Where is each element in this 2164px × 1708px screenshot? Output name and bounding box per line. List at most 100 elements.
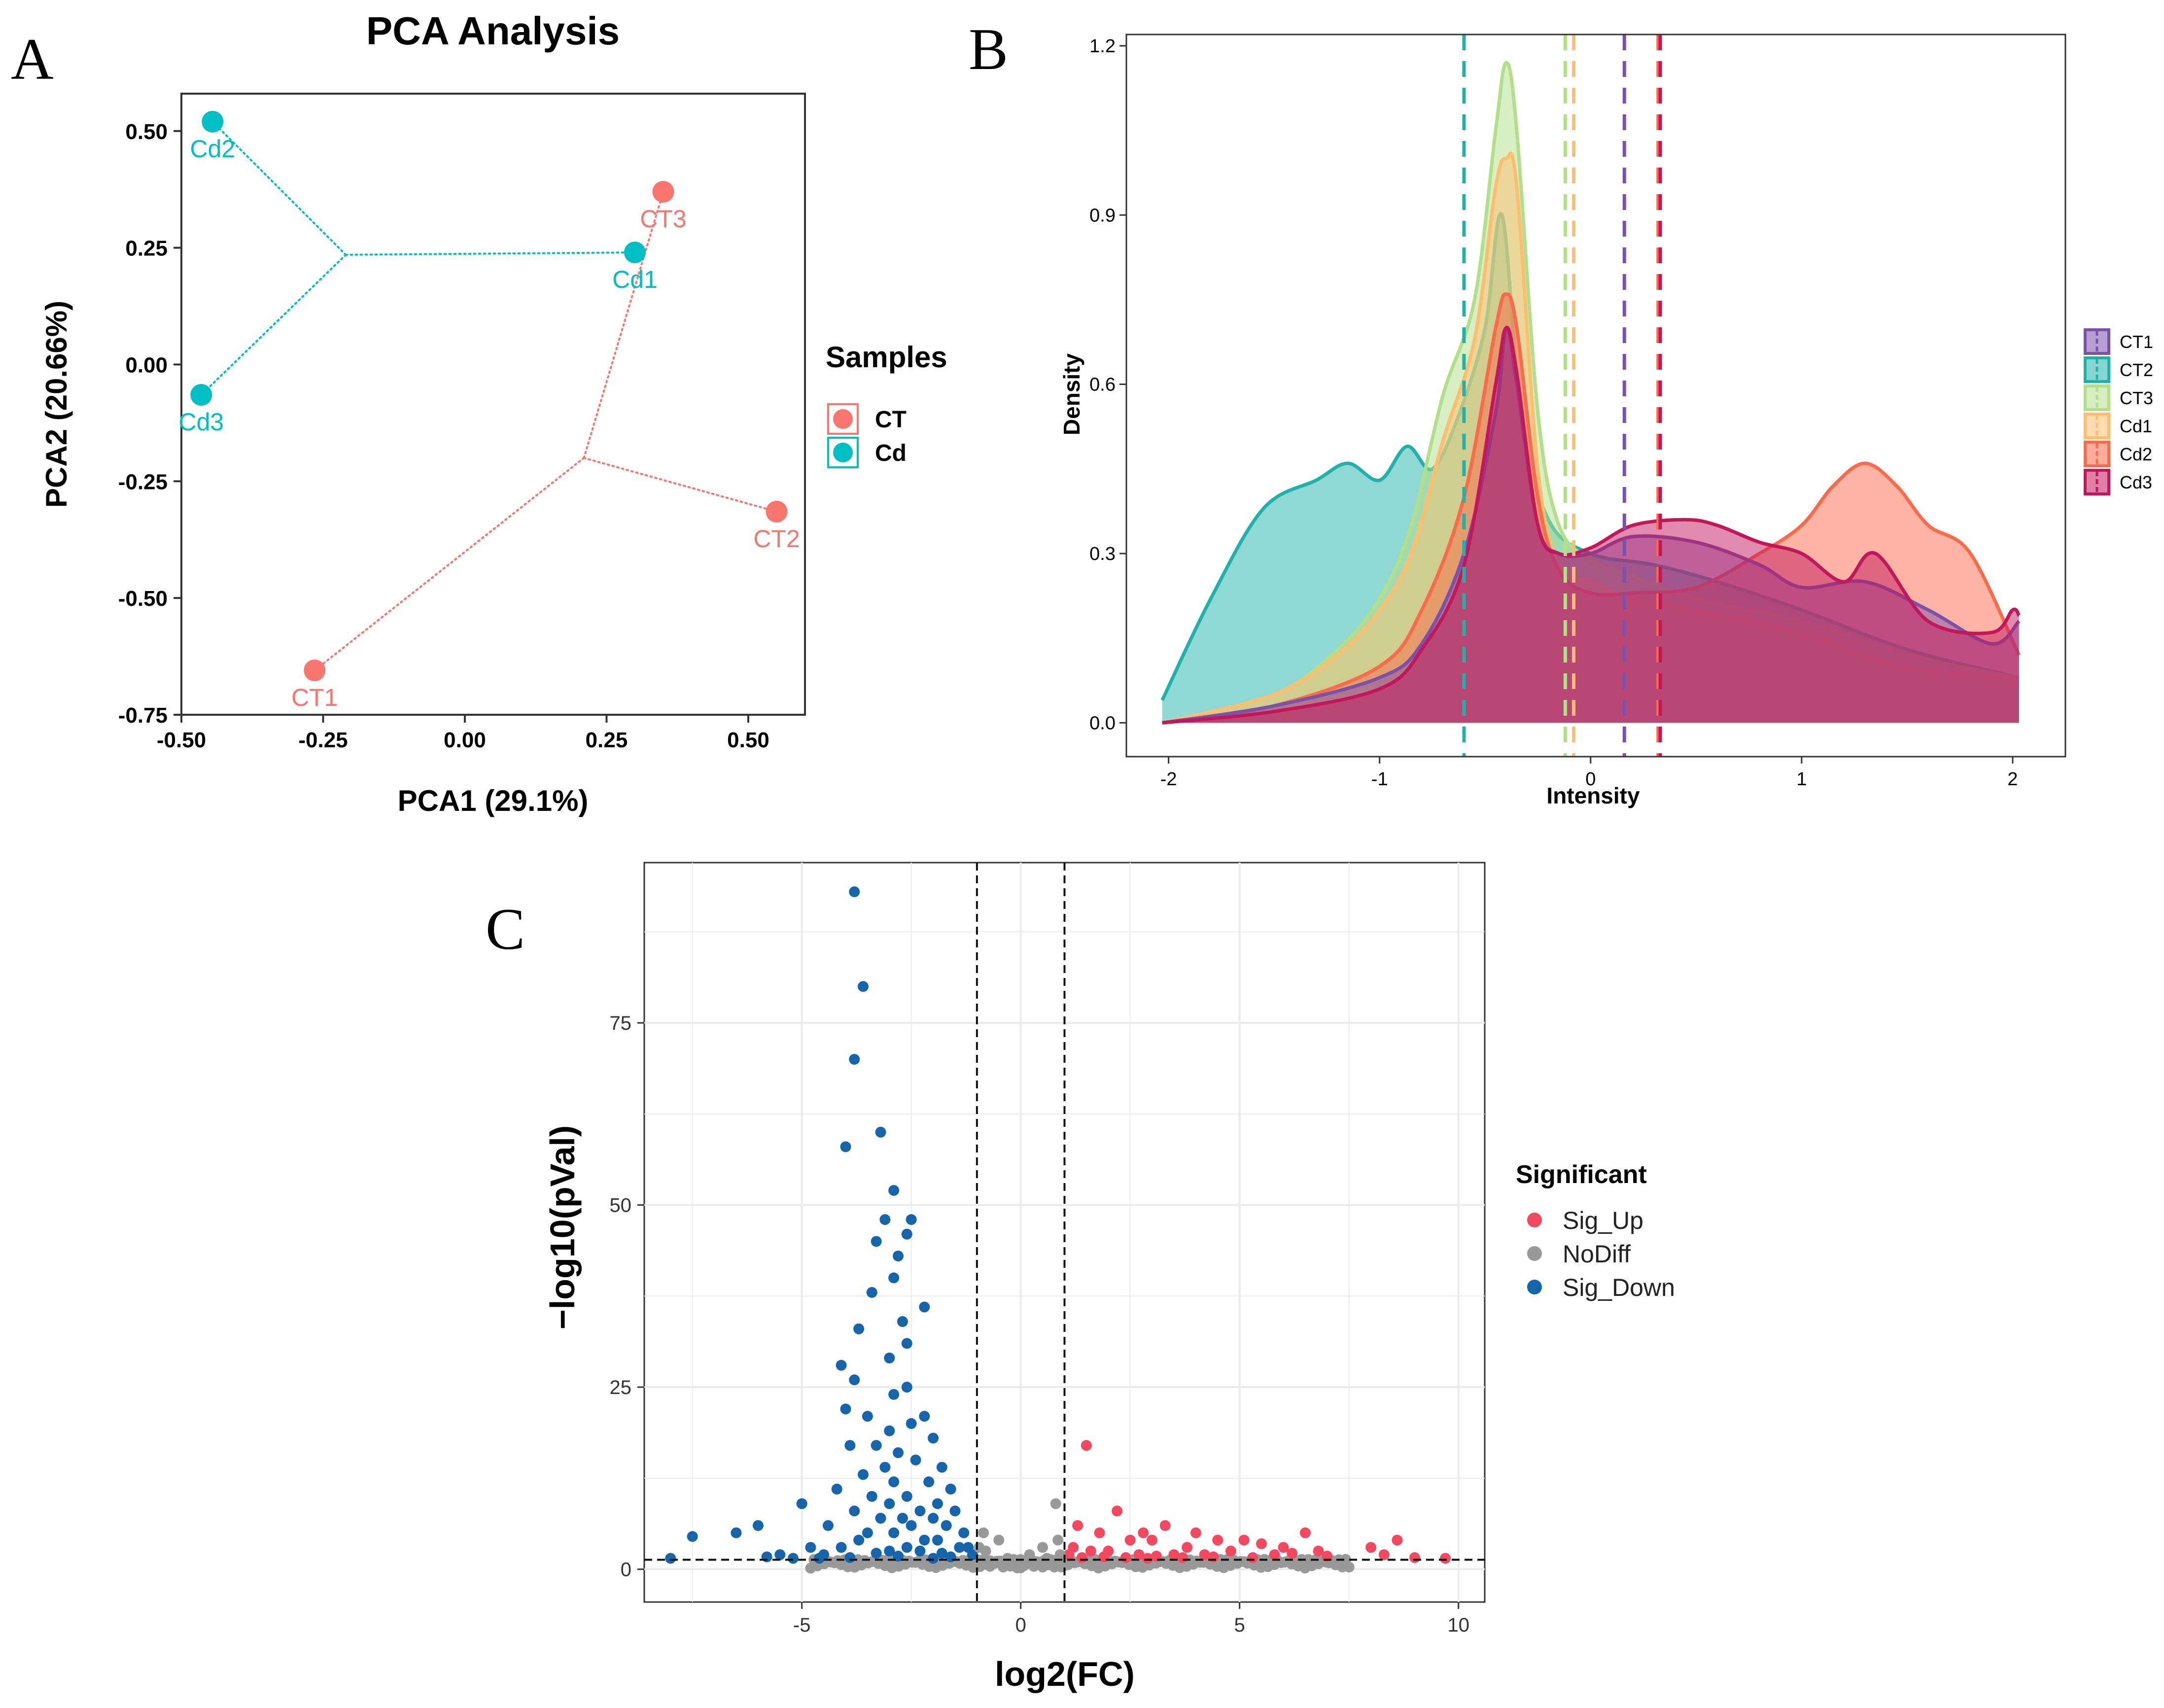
volcano-point-sig-down (862, 1527, 873, 1538)
volcano-point-sig-up (1365, 1542, 1377, 1553)
volcano-points (665, 886, 1451, 1574)
density-area (1162, 327, 2019, 723)
volcano-point-sig-down (831, 1483, 842, 1495)
volcano-point-sig-up (1147, 1534, 1158, 1546)
volcano-point-sig-down (923, 1476, 935, 1488)
volcano-x-axis-label: log2(FC) (995, 1655, 1135, 1693)
volcano-point-sig-down (853, 1323, 865, 1334)
volcano-y-tick-label: 25 (610, 1377, 632, 1398)
pca-y-tick-label: -0.50 (118, 587, 168, 611)
density-legend-label: CT3 (2120, 388, 2153, 408)
volcano-point-sig-down (862, 1411, 873, 1422)
volcano-point-nodiff (1011, 1559, 1022, 1570)
volcano-legend-dot (1527, 1280, 1542, 1294)
volcano-point-sig-down (879, 1214, 891, 1225)
volcano-point-sig-up (1072, 1520, 1083, 1531)
volcano-point-sig-up (1177, 1552, 1188, 1563)
density-x-tick-label: -2 (1160, 769, 1177, 790)
volcano-point-sig-down (840, 1141, 851, 1152)
volcano-point-sig-up (1081, 1440, 1092, 1451)
density-y-tick-label: 1.2 (1089, 36, 1116, 57)
volcano-axes: -5 0 5 10 0 25 50 75 (610, 1012, 1469, 1636)
volcano-point-sig-down (871, 1547, 882, 1559)
volcano-point-sig-up (1378, 1549, 1390, 1560)
volcano-point-sig-down (884, 1352, 895, 1363)
pca-point (190, 384, 212, 406)
volcano-point-sig-down (932, 1534, 943, 1546)
volcano-point-nodiff (1037, 1542, 1048, 1553)
volcano-legend-title: Significant (1516, 1160, 1647, 1189)
pca-point-label: Cd1 (612, 266, 658, 293)
pca-connector-line (583, 190, 664, 459)
volcano-point-sig-down (875, 1513, 886, 1524)
pca-legend-dot (833, 443, 853, 462)
volcano-point-sig-down (901, 1491, 912, 1502)
volcano-point-sig-down (884, 1498, 895, 1509)
volcano-x-tick-label: 10 (1447, 1614, 1469, 1636)
volcano-point-sig-down (853, 1534, 865, 1546)
volcano-point-sig-down (849, 886, 860, 898)
pca-point (202, 110, 224, 133)
volcano-point-sig-down (836, 1542, 847, 1553)
volcano-point-sig-up (1094, 1527, 1105, 1538)
volcano-point-sig-down (866, 1491, 877, 1502)
volcano-legend-label: NoDiff (1563, 1240, 1631, 1268)
pca-points: CT1 CT2 CT3 Cd1 Cd2 Cd3 (178, 110, 800, 711)
pca-legend-key (827, 437, 859, 468)
volcano-point-sig-down (958, 1527, 970, 1538)
density-mean-lines (1462, 35, 1662, 757)
volcano-point-sig-up (1212, 1534, 1223, 1546)
volcano-panel: -5 0 5 10 0 25 50 75 log2(FC) −log10(pVal) Sign… (543, 862, 1675, 1693)
volcano-point-sig-down (901, 1228, 912, 1240)
density-panel: -2 -1 0 1 2 0.0 0.3 0.6 0.9 1.2 Intensity Density… (1059, 34, 2153, 808)
density-plot-frame (1125, 34, 2066, 758)
volcano-point-sig-down (774, 1549, 786, 1560)
volcano-threshold-lines (644, 863, 1485, 1602)
density-y-tick-label: 0.0 (1089, 713, 1116, 733)
volcano-point-sig-up (1159, 1520, 1171, 1531)
pca-legend-label: Cd (875, 440, 907, 466)
volcano-point-nodiff (1050, 1498, 1061, 1509)
volcano-point-nodiff (971, 1560, 982, 1571)
pca-point-label: CT2 (753, 525, 800, 553)
pca-point (304, 660, 326, 681)
density-x-tick-label: 1 (1796, 769, 1807, 790)
volcano-point-sig-up (1313, 1545, 1324, 1557)
density-legend: CT1 CT2 CT3 Cd1 Cd2 Cd3 (2084, 328, 2153, 495)
volcano-y-axis-label: −log10(pVal) (543, 1125, 582, 1329)
volcano-point-sig-up (1287, 1547, 1298, 1559)
density-y-axis-label: Density (1059, 353, 1084, 436)
volcano-point-sig-up (1182, 1542, 1193, 1553)
volcano-point-nodiff (991, 1556, 1002, 1567)
volcano-point-sig-down (844, 1440, 856, 1451)
volcano-point-sig-up (1124, 1534, 1136, 1546)
volcano-point-sig-up (1168, 1549, 1180, 1560)
volcano-point-sig-up (1085, 1545, 1096, 1557)
volcano-point-sig-down (919, 1411, 930, 1422)
volcano-point-sig-down (910, 1454, 921, 1465)
volcano-point-sig-down (893, 1447, 904, 1459)
volcano-point-sig-down (752, 1520, 764, 1531)
volcano-point-sig-up (1133, 1549, 1145, 1560)
volcano-y-tick-label: 50 (610, 1195, 632, 1217)
volcano-point-sig-down (879, 1462, 891, 1473)
pca-panel: PCA Analysis -0.50 -0.25 0.00 0.25 0.50 -0.75… (40, 9, 947, 817)
volcano-y-tick-label: 0 (621, 1559, 631, 1580)
density-legend-label: Cd1 (2120, 416, 2152, 436)
density-x-axis-label: Intensity (1546, 783, 1640, 808)
volcano-point-sig-down (928, 1432, 939, 1444)
pca-plot-frame (180, 93, 806, 716)
pca-legend-label: CT (875, 407, 907, 433)
volcano-point-sig-down (858, 1469, 869, 1480)
pca-y-tick-label: 0.50 (125, 120, 168, 144)
pca-connector-line (211, 120, 347, 256)
volcano-point-nodiff (974, 1542, 985, 1553)
volcano-legend-dot (1527, 1213, 1542, 1227)
pca-y-tick-label: 0.00 (125, 353, 168, 377)
volcano-point-sig-down (901, 1542, 912, 1553)
volcano-point-sig-down (919, 1534, 930, 1546)
pca-y-axis-label: PCA2 (20.66%) (40, 301, 73, 508)
volcano-point-sig-down (888, 1389, 900, 1400)
volcano-point-sig-down (796, 1498, 807, 1509)
volcano-legend-label: Sig_Up (1563, 1207, 1643, 1234)
